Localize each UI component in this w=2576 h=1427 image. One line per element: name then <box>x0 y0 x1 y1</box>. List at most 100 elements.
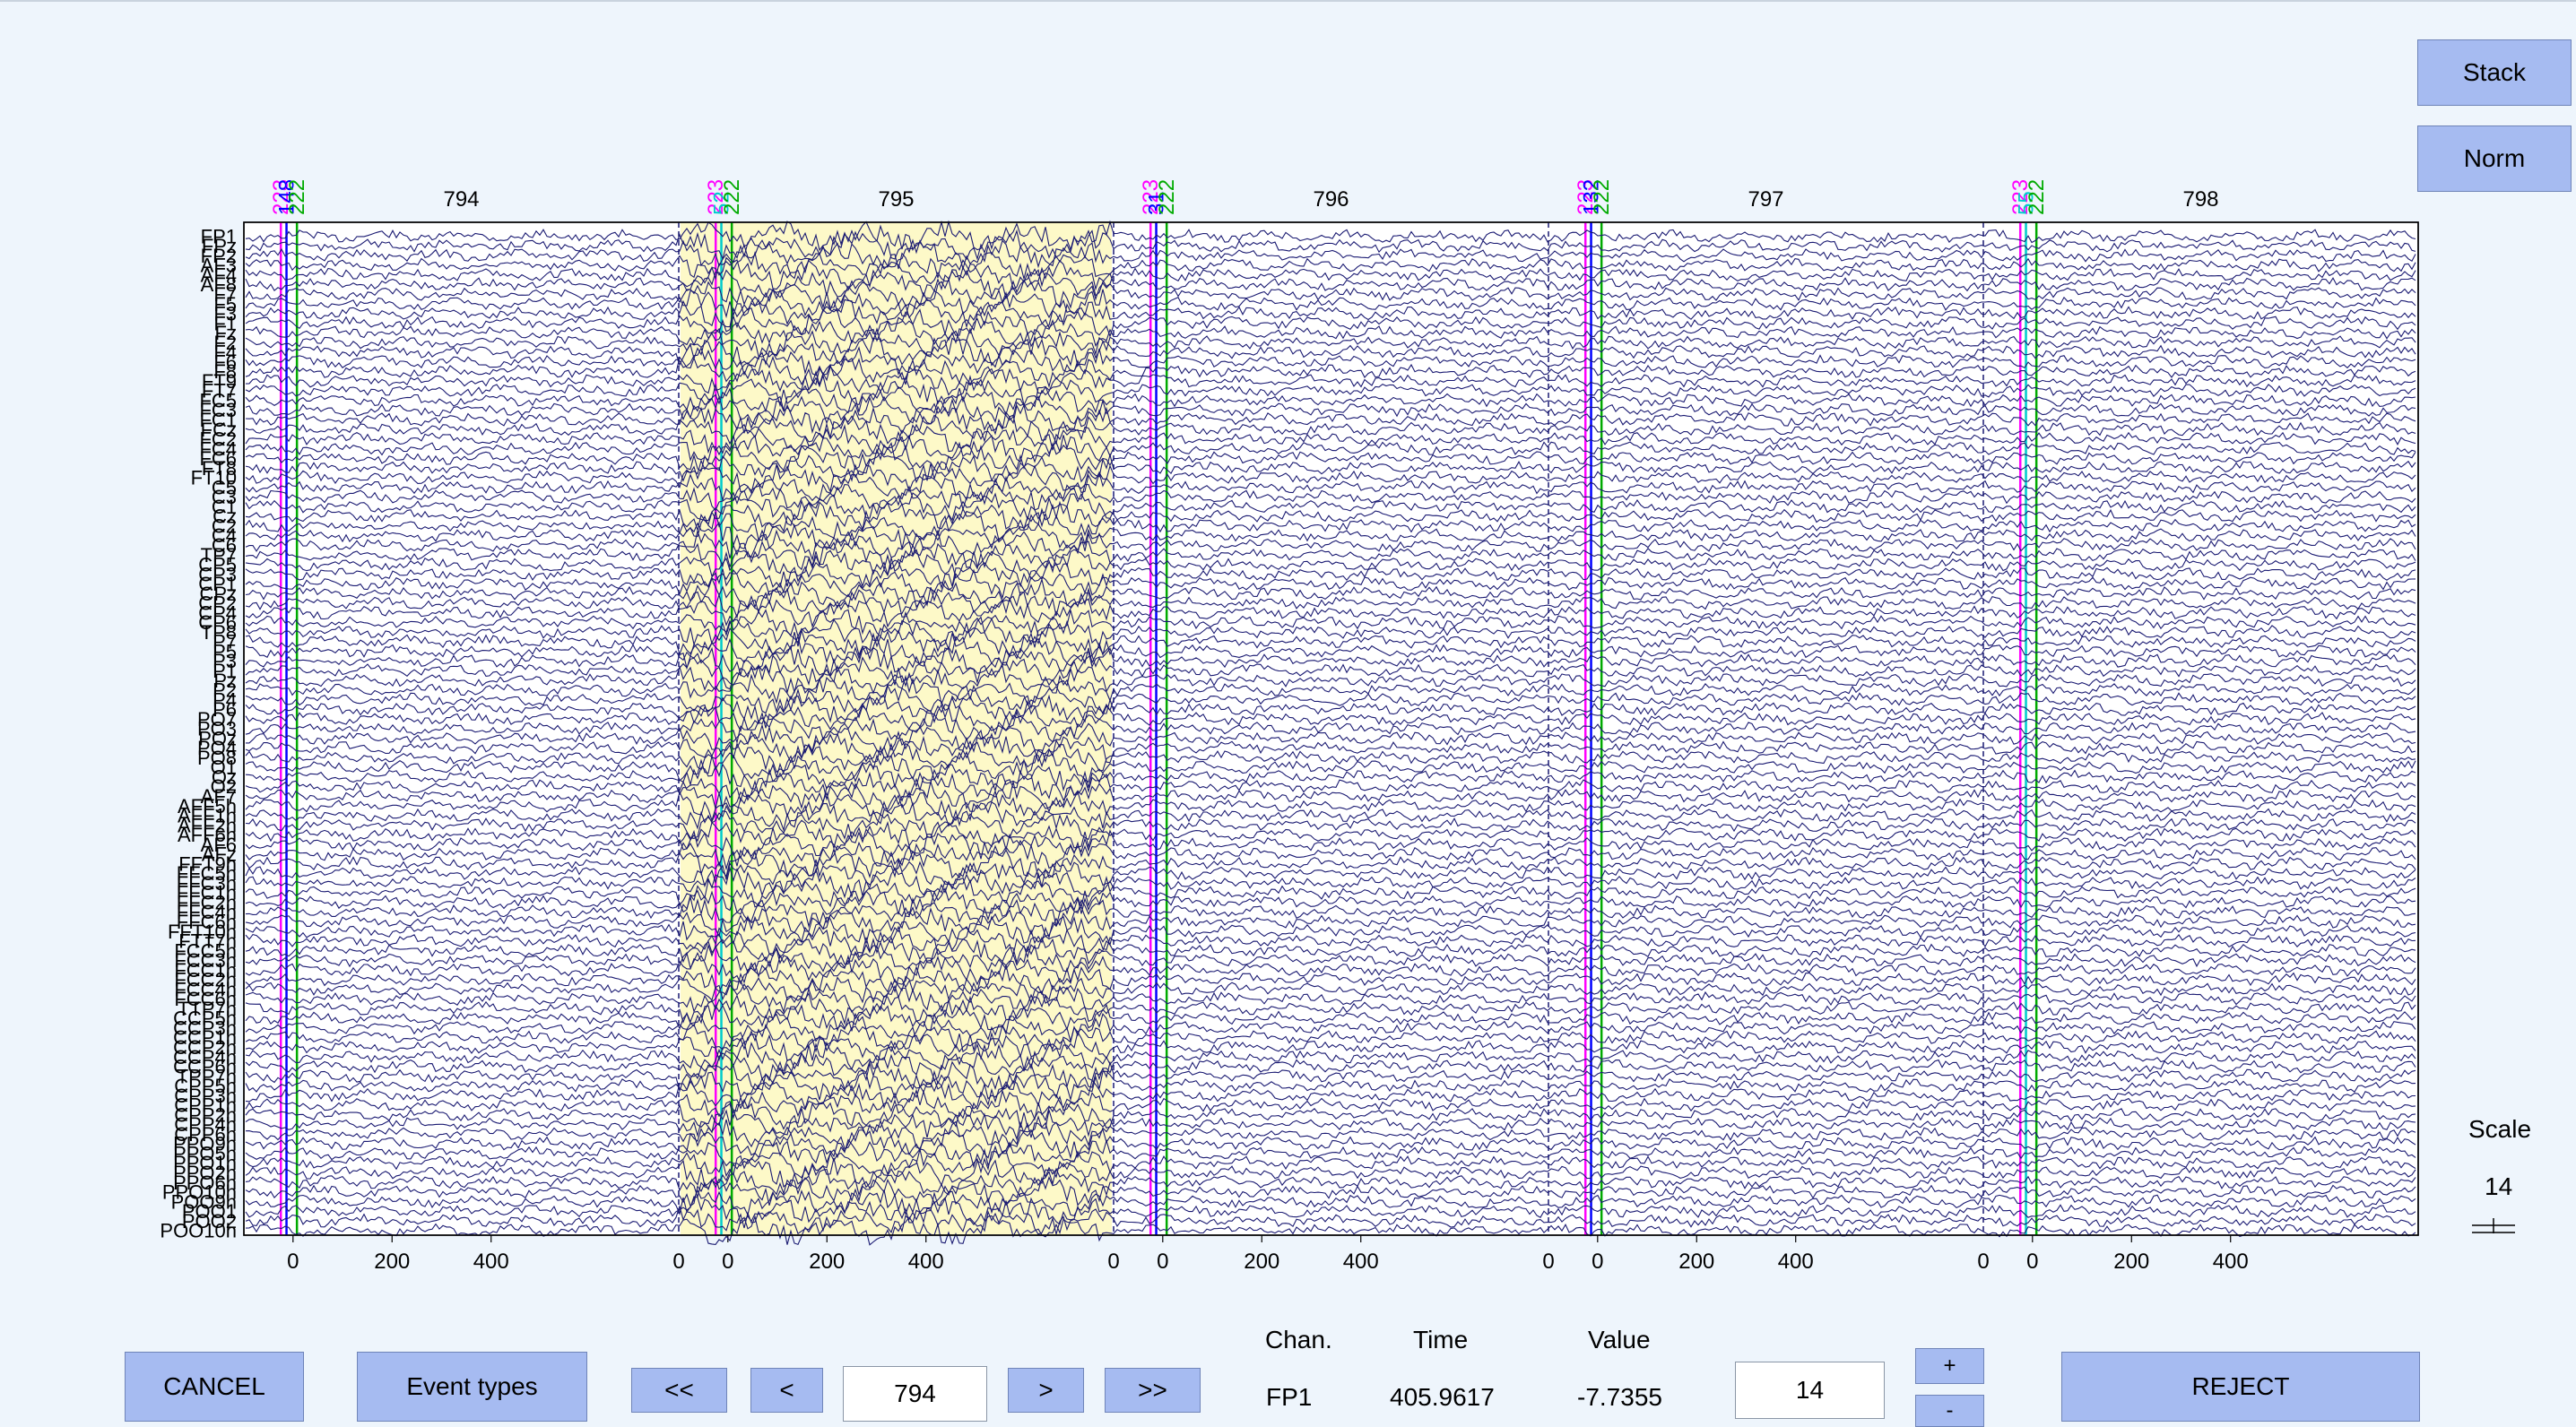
eeg-trace <box>245 259 2416 291</box>
eeg-trace <box>245 463 2416 494</box>
stack-button[interactable]: Stack <box>2417 39 2572 106</box>
eeg-trace <box>245 905 2416 938</box>
next-epoch-button[interactable]: > <box>1008 1368 1084 1413</box>
eeg-trace <box>245 250 2416 280</box>
eeg-trace <box>245 1030 2416 1062</box>
channel-label: FP2 <box>201 245 237 267</box>
eeg-trace <box>245 1109 2416 1141</box>
channel-label: C6 <box>212 534 237 557</box>
eeg-trace <box>245 500 2416 532</box>
x-tick-label: 0 <box>1592 1250 1603 1274</box>
eeg-trace <box>245 866 2416 899</box>
x-tick-label: 400 <box>908 1250 944 1274</box>
epoch-number-label: 795 <box>878 187 914 212</box>
channel-label: PPO1h <box>173 1152 237 1174</box>
scale-input[interactable] <box>1735 1362 1885 1419</box>
x-tick-label: 0 <box>722 1250 733 1274</box>
eeg-trace <box>245 769 2416 803</box>
event-types-button[interactable]: Event types <box>357 1352 587 1422</box>
event-label: 223 <box>1139 179 1163 215</box>
time-header: Time <box>1413 1326 1469 1353</box>
channel-label: C5 <box>212 476 237 498</box>
chan-value: FP1 <box>1266 1383 1313 1411</box>
x-tick-label: 400 <box>473 1250 509 1274</box>
first-epoch-button[interactable]: << <box>631 1368 727 1413</box>
event-label: 132 <box>1580 179 1604 215</box>
channel-label: FFC3h <box>177 872 237 895</box>
x-tick-label: 0 <box>1977 1250 1989 1274</box>
channel-label: CP4 <box>198 601 237 624</box>
eeg-trace <box>245 1003 2416 1033</box>
channel-label: PO8 <box>197 747 237 769</box>
eeg-trace <box>245 510 2416 541</box>
channel-label: AFz <box>202 843 237 866</box>
channel-label: FCC3h <box>174 949 237 972</box>
eeg-trace <box>245 741 2416 774</box>
eeg-trace <box>245 442 2416 472</box>
epoch-number-input[interactable] <box>843 1366 987 1422</box>
eeg-trace <box>245 541 2416 572</box>
eeg-trace <box>245 229 2416 261</box>
eeg-trace <box>245 1012 2416 1043</box>
channel-label: FFT9h <box>178 852 237 875</box>
channel-label: Fz <box>215 322 237 344</box>
channel-label: PPO5h <box>173 1142 237 1164</box>
scale-bar-icon <box>2472 1218 2515 1233</box>
eeg-trace <box>245 1079 2416 1111</box>
norm-button[interactable]: Norm <box>2417 125 2572 192</box>
eeg-trace <box>245 713 2416 745</box>
eeg-trace <box>245 414 2416 445</box>
channel-label: P3 <box>212 650 237 672</box>
eeg-trace <box>245 828 2416 860</box>
channel-label: FTT7h <box>178 930 237 953</box>
channel-label: FCC2h <box>174 969 237 991</box>
traces <box>245 220 2416 1246</box>
eeg-trace <box>245 936 2416 965</box>
eeg-trace <box>245 858 2416 888</box>
eeg-trace <box>245 847 2416 879</box>
scale-increase-button[interactable]: + <box>1915 1348 1984 1384</box>
channel-label: CPP6h <box>174 1123 237 1146</box>
previous-epoch-button[interactable]: < <box>750 1368 823 1413</box>
cancel-button[interactable]: CANCEL <box>125 1352 304 1422</box>
eeg-trace <box>245 1157 2416 1189</box>
x-tick-label: 400 <box>1778 1250 1814 1274</box>
channel-label: P7 <box>212 631 237 653</box>
eeg-trace <box>245 1098 2416 1130</box>
x-tick-label: 400 <box>2213 1250 2249 1274</box>
channel-label: CCP1h <box>173 1026 237 1049</box>
channel-label: PPO2h <box>173 1162 237 1184</box>
channel-label: PPO6h <box>173 1172 237 1194</box>
channel-label: CCP2h <box>173 1036 237 1059</box>
last-epoch-button[interactable]: >> <box>1105 1368 1201 1413</box>
channel-label: FFC2h <box>177 891 237 913</box>
eeg-trace <box>245 277 2416 309</box>
eeg-trace <box>245 334 2416 368</box>
eeg-trace <box>245 616 2416 648</box>
eeg-trace <box>245 435 2416 463</box>
eeg-trace <box>245 1196 2416 1225</box>
event-label: 222 <box>2025 179 2049 215</box>
channel-label: FCC6h <box>174 988 237 1010</box>
event-label: 55 <box>2015 191 2039 215</box>
channel-label: FT8 <box>202 457 237 480</box>
eeg-trace <box>245 1138 2416 1169</box>
scale-decrease-button[interactable]: - <box>1915 1395 1984 1427</box>
reject-button[interactable]: REJECT <box>2061 1352 2420 1422</box>
channel-label: PPO9h <box>173 1133 237 1155</box>
channel-label: AFF6h <box>178 824 237 846</box>
channel-label: FFC5h <box>177 862 237 885</box>
eeg-trace <box>245 895 2416 929</box>
channel-label: P6 <box>212 698 237 721</box>
eeg-trace <box>245 886 2416 918</box>
eeg-trace <box>245 1149 2416 1179</box>
eeg-trace <box>245 366 2416 396</box>
event-label: 222 <box>285 179 309 215</box>
channel-label: O2 <box>211 775 237 798</box>
channel-label: CPP2h <box>174 1103 237 1126</box>
channel-label: P2 <box>212 679 237 702</box>
eeg-trace <box>245 471 2416 502</box>
eeg-trace <box>245 403 2416 435</box>
epoch-number-label: 794 <box>443 187 479 212</box>
